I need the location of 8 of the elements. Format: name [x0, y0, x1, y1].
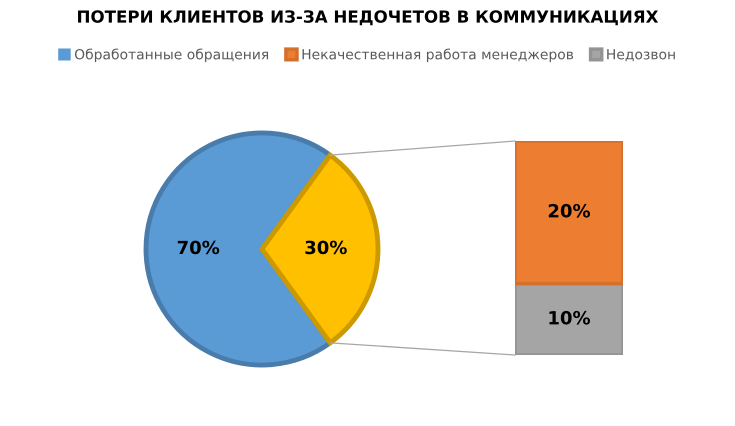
legend-label: Некачественная работа менеджеров — [302, 48, 574, 62]
data-label: 20% — [548, 204, 590, 218]
data-label: 70% — [178, 240, 220, 254]
data-label: 10% — [549, 310, 590, 325]
legend-label: Обработанные обращения — [74, 48, 268, 62]
legend-label: Недозвон — [607, 49, 675, 62]
chart-title: ПОТЕРИ КЛИЕНТОВ ИЗ-ЗА НЕДОЧЕТОВ В КОММУНИКАЦИЯХ — [78, 10, 658, 26]
data-label: 30% — [305, 240, 347, 254]
